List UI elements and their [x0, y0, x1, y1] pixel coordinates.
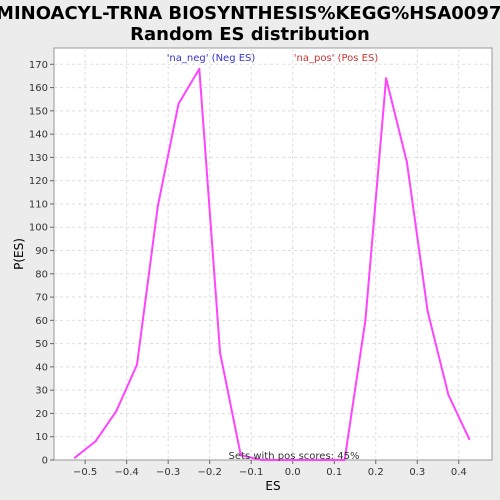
- data-point: [364, 319, 367, 322]
- data-point: [281, 459, 284, 461]
- data-point: [468, 438, 471, 441]
- x-tick-label: −0.1: [239, 467, 263, 478]
- legend-neg-label: 'na_neg' (Neg ES): [167, 53, 256, 64]
- y-tick-label: 50: [35, 339, 48, 350]
- y-tick-label: 30: [35, 386, 48, 397]
- y-tick-label: 100: [29, 223, 48, 234]
- y-tick-label: 150: [29, 106, 48, 117]
- chart-title-line1: AMINOACYL-TRNA BIOSYNTHESIS%KEGG%HSA0097…: [0, 3, 500, 24]
- y-tick-label: 10: [35, 432, 48, 443]
- x-tick-label: 0.3: [409, 467, 425, 478]
- grid-lines: [54, 48, 492, 460]
- y-tick-label: 90: [35, 246, 48, 257]
- data-point: [426, 310, 429, 312]
- series-line: [74, 67, 471, 461]
- y-tick-label: 170: [29, 60, 48, 71]
- data-point: [239, 454, 242, 457]
- x-tick-label: −0.2: [198, 467, 222, 478]
- y-tick-label: 110: [29, 199, 48, 210]
- y-tick-label: 140: [29, 130, 48, 141]
- data-point: [115, 410, 118, 413]
- x-tick-label: −0.4: [115, 467, 139, 478]
- data-point: [447, 393, 450, 396]
- y-axis-label: P(ES): [12, 238, 26, 270]
- data-point: [343, 459, 346, 461]
- y-tick-label: 70: [35, 293, 48, 304]
- data-point: [177, 102, 180, 105]
- y-tick-label: 20: [35, 409, 48, 420]
- data-point: [322, 459, 325, 461]
- x-tick-label: 0.4: [451, 467, 467, 478]
- x-axis-label: ES: [265, 479, 280, 493]
- pos-score-annotation: Sets with pos scores: 45%: [229, 451, 360, 462]
- chart-title-line2: Random ES distribution: [130, 24, 370, 45]
- y-tick-label: 80: [35, 269, 48, 280]
- data-point: [73, 456, 76, 459]
- x-tick-label: 0.0: [285, 467, 301, 478]
- axis-ticks: 0 10 20 30 40 50 60 70 80 90 100 110 120 130 140 150 160…: [29, 60, 467, 478]
- y-tick-label: 120: [29, 176, 48, 187]
- data-point: [156, 205, 159, 208]
- data-point: [136, 363, 138, 366]
- data-point: [302, 459, 305, 461]
- data-point: [405, 161, 408, 164]
- data-point: [94, 440, 97, 443]
- y-tick-label: 0: [42, 456, 48, 467]
- y-tick-label: 160: [29, 83, 48, 94]
- y-tick-label: 40: [35, 362, 48, 373]
- plot-area: [53, 47, 493, 461]
- x-tick-label: 0.1: [326, 467, 342, 478]
- legend-pos-label: 'na_pos' (Pos ES): [294, 53, 379, 64]
- x-tick-label: 0.2: [368, 467, 384, 478]
- data-point: [219, 351, 222, 354]
- data-point: [198, 67, 201, 70]
- y-tick-label: 130: [29, 153, 48, 164]
- x-tick-label: −0.3: [156, 467, 180, 478]
- y-tick-label: 60: [35, 316, 48, 327]
- data-point: [260, 459, 263, 461]
- data-point: [385, 77, 388, 80]
- series-points: [73, 67, 471, 461]
- x-tick-label: −0.5: [73, 467, 97, 478]
